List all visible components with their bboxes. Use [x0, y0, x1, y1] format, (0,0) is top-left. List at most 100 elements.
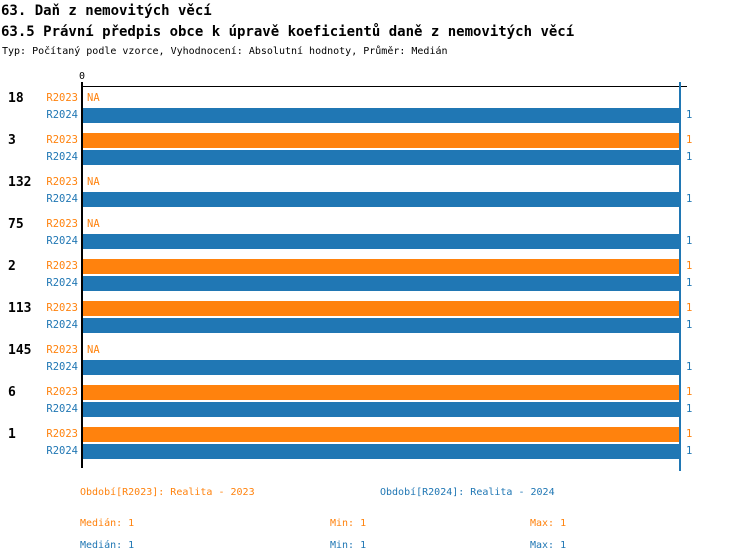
bar-group-145: 145 R2023 NA R2024 1	[0, 343, 750, 375]
series-tick-label-r2024: R2024	[46, 109, 78, 121]
chart-row-r2024: R2024 1	[0, 234, 750, 249]
bar-r2024	[83, 192, 681, 207]
value-label: 1	[686, 302, 693, 314]
chart-row-r2024: R2024 1	[0, 108, 750, 123]
value-label: 1	[686, 428, 693, 440]
chart-plot-area: 18 R2023 NA R2024 1 3 R2023 1 R2024 1 13…	[0, 91, 750, 469]
bar-group-1: 1 R2023 1 R2024 1	[0, 427, 750, 459]
stat-r2024-max: Max: 1	[530, 540, 567, 551]
value-label: 1	[686, 361, 693, 373]
bar-group-132: 132 R2023 NA R2024 1	[0, 175, 750, 207]
series-tick-label-r2023: R2023	[46, 344, 78, 356]
category-label: 1	[8, 427, 16, 442]
chart-row-r2023: 75 R2023 NA	[0, 217, 750, 232]
page-subtitle: 63.5 Právní předpis obce k úpravě koefic…	[1, 24, 575, 40]
chart-meta-line: Typ: Počítaný podle vzorce, Vyhodnocení:…	[2, 46, 448, 57]
series-tick-label-r2023: R2023	[46, 386, 78, 398]
value-label: 1	[686, 403, 693, 415]
category-label: 18	[8, 91, 24, 106]
y-axis-line	[81, 82, 83, 468]
series-tick-label-r2023: R2023	[46, 134, 78, 146]
chart-row-r2024: R2024 1	[0, 192, 750, 207]
chart-row-r2024: R2024 1	[0, 150, 750, 165]
series-tick-label-r2023: R2023	[46, 428, 78, 440]
value-label: 1	[686, 445, 693, 457]
series-tick-label-r2024: R2024	[46, 277, 78, 289]
bar-r2024	[83, 108, 681, 123]
value-label: 1	[686, 151, 693, 163]
bar-r2024	[83, 402, 681, 417]
series-tick-label-r2023: R2023	[46, 176, 78, 188]
bar-group-2: 2 R2023 1 R2024 1	[0, 259, 750, 291]
chart-row-r2023: 145 R2023 NA	[0, 343, 750, 358]
legend-entry-r2023: Období[R2023]: Realita - 2023	[80, 487, 255, 498]
chart-row-r2023: 18 R2023 NA	[0, 91, 750, 106]
bar-r2024	[83, 150, 681, 165]
series-tick-label-r2024: R2024	[46, 361, 78, 373]
bar-group-6: 6 R2023 1 R2024 1	[0, 385, 750, 417]
series-tick-label-r2023: R2023	[46, 218, 78, 230]
stat-r2024-median: Medián: 1	[80, 540, 135, 551]
stat-r2023-median: Medián: 1	[80, 518, 135, 529]
value-label: 1	[686, 235, 693, 247]
x-axis-zero-tick-label: 0	[78, 71, 86, 82]
bar-group-75: 75 R2023 NA R2024 1	[0, 217, 750, 249]
bar-r2024	[83, 318, 681, 333]
x-axis-line	[82, 86, 687, 87]
chart-row-r2023: 2 R2023 1	[0, 259, 750, 274]
bar-group-3: 3 R2023 1 R2024 1	[0, 133, 750, 165]
category-label: 145	[8, 343, 32, 358]
bar-r2023	[83, 301, 681, 316]
series-tick-label-r2023: R2023	[46, 92, 78, 104]
chart-row-r2024: R2024 1	[0, 318, 750, 333]
bar-r2024	[83, 444, 681, 459]
category-label: 6	[8, 385, 16, 400]
chart-row-r2023: 3 R2023 1	[0, 133, 750, 148]
legend-entry-r2024: Období[R2024]: Realita - 2024	[380, 487, 555, 498]
series-tick-label-r2023: R2023	[46, 260, 78, 272]
category-label: 3	[8, 133, 16, 148]
series-tick-label-r2024: R2024	[46, 445, 78, 457]
bar-group-113: 113 R2023 1 R2024 1	[0, 301, 750, 333]
value-label: 1	[686, 134, 693, 146]
chart-row-r2024: R2024 1	[0, 444, 750, 459]
series-tick-label-r2023: R2023	[46, 302, 78, 314]
na-value-label: NA	[87, 344, 100, 356]
chart-row-r2023: 132 R2023 NA	[0, 175, 750, 190]
chart-row-r2023: 1 R2023 1	[0, 427, 750, 442]
na-value-label: NA	[87, 218, 100, 230]
chart-row-r2024: R2024 1	[0, 360, 750, 375]
series-tick-label-r2024: R2024	[46, 319, 78, 331]
bar-r2023	[83, 385, 681, 400]
value-label: 1	[686, 109, 693, 121]
bar-r2024	[83, 360, 681, 375]
category-label: 132	[8, 175, 32, 190]
stat-r2023-max: Max: 1	[530, 518, 567, 529]
chart-row-r2024: R2024 1	[0, 276, 750, 291]
value-label: 1	[686, 386, 693, 398]
bar-r2023	[83, 427, 681, 442]
category-label: 2	[8, 259, 16, 274]
page-title: 63. Daň z nemovitých věcí	[1, 3, 212, 19]
series-tick-label-r2024: R2024	[46, 235, 78, 247]
bar-r2024	[83, 276, 681, 291]
chart-row-r2024: R2024 1	[0, 402, 750, 417]
bar-r2023	[83, 259, 681, 274]
value-label: 1	[686, 193, 693, 205]
value-label: 1	[686, 277, 693, 289]
value-label: 1	[686, 319, 693, 331]
series-tick-label-r2024: R2024	[46, 193, 78, 205]
na-value-label: NA	[87, 92, 100, 104]
series-tick-label-r2024: R2024	[46, 151, 78, 163]
category-label: 75	[8, 217, 24, 232]
chart-row-r2023: 6 R2023 1	[0, 385, 750, 400]
bar-r2023	[83, 133, 681, 148]
value-label: 1	[686, 260, 693, 272]
na-value-label: NA	[87, 176, 100, 188]
stat-r2023-min: Min: 1	[330, 518, 367, 529]
median-reference-line	[679, 82, 681, 471]
bar-r2024	[83, 234, 681, 249]
bar-group-18: 18 R2023 NA R2024 1	[0, 91, 750, 123]
category-label: 113	[8, 301, 32, 316]
stat-r2024-min: Min: 1	[330, 540, 367, 551]
